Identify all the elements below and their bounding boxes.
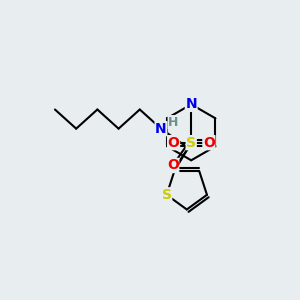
- Text: O: O: [167, 158, 179, 172]
- Text: N: N: [155, 122, 167, 136]
- Text: S: S: [186, 136, 196, 150]
- Text: H: H: [168, 116, 178, 129]
- Text: O: O: [203, 136, 215, 150]
- Text: N: N: [185, 98, 197, 111]
- Text: O: O: [168, 136, 179, 150]
- Text: S: S: [162, 188, 172, 202]
